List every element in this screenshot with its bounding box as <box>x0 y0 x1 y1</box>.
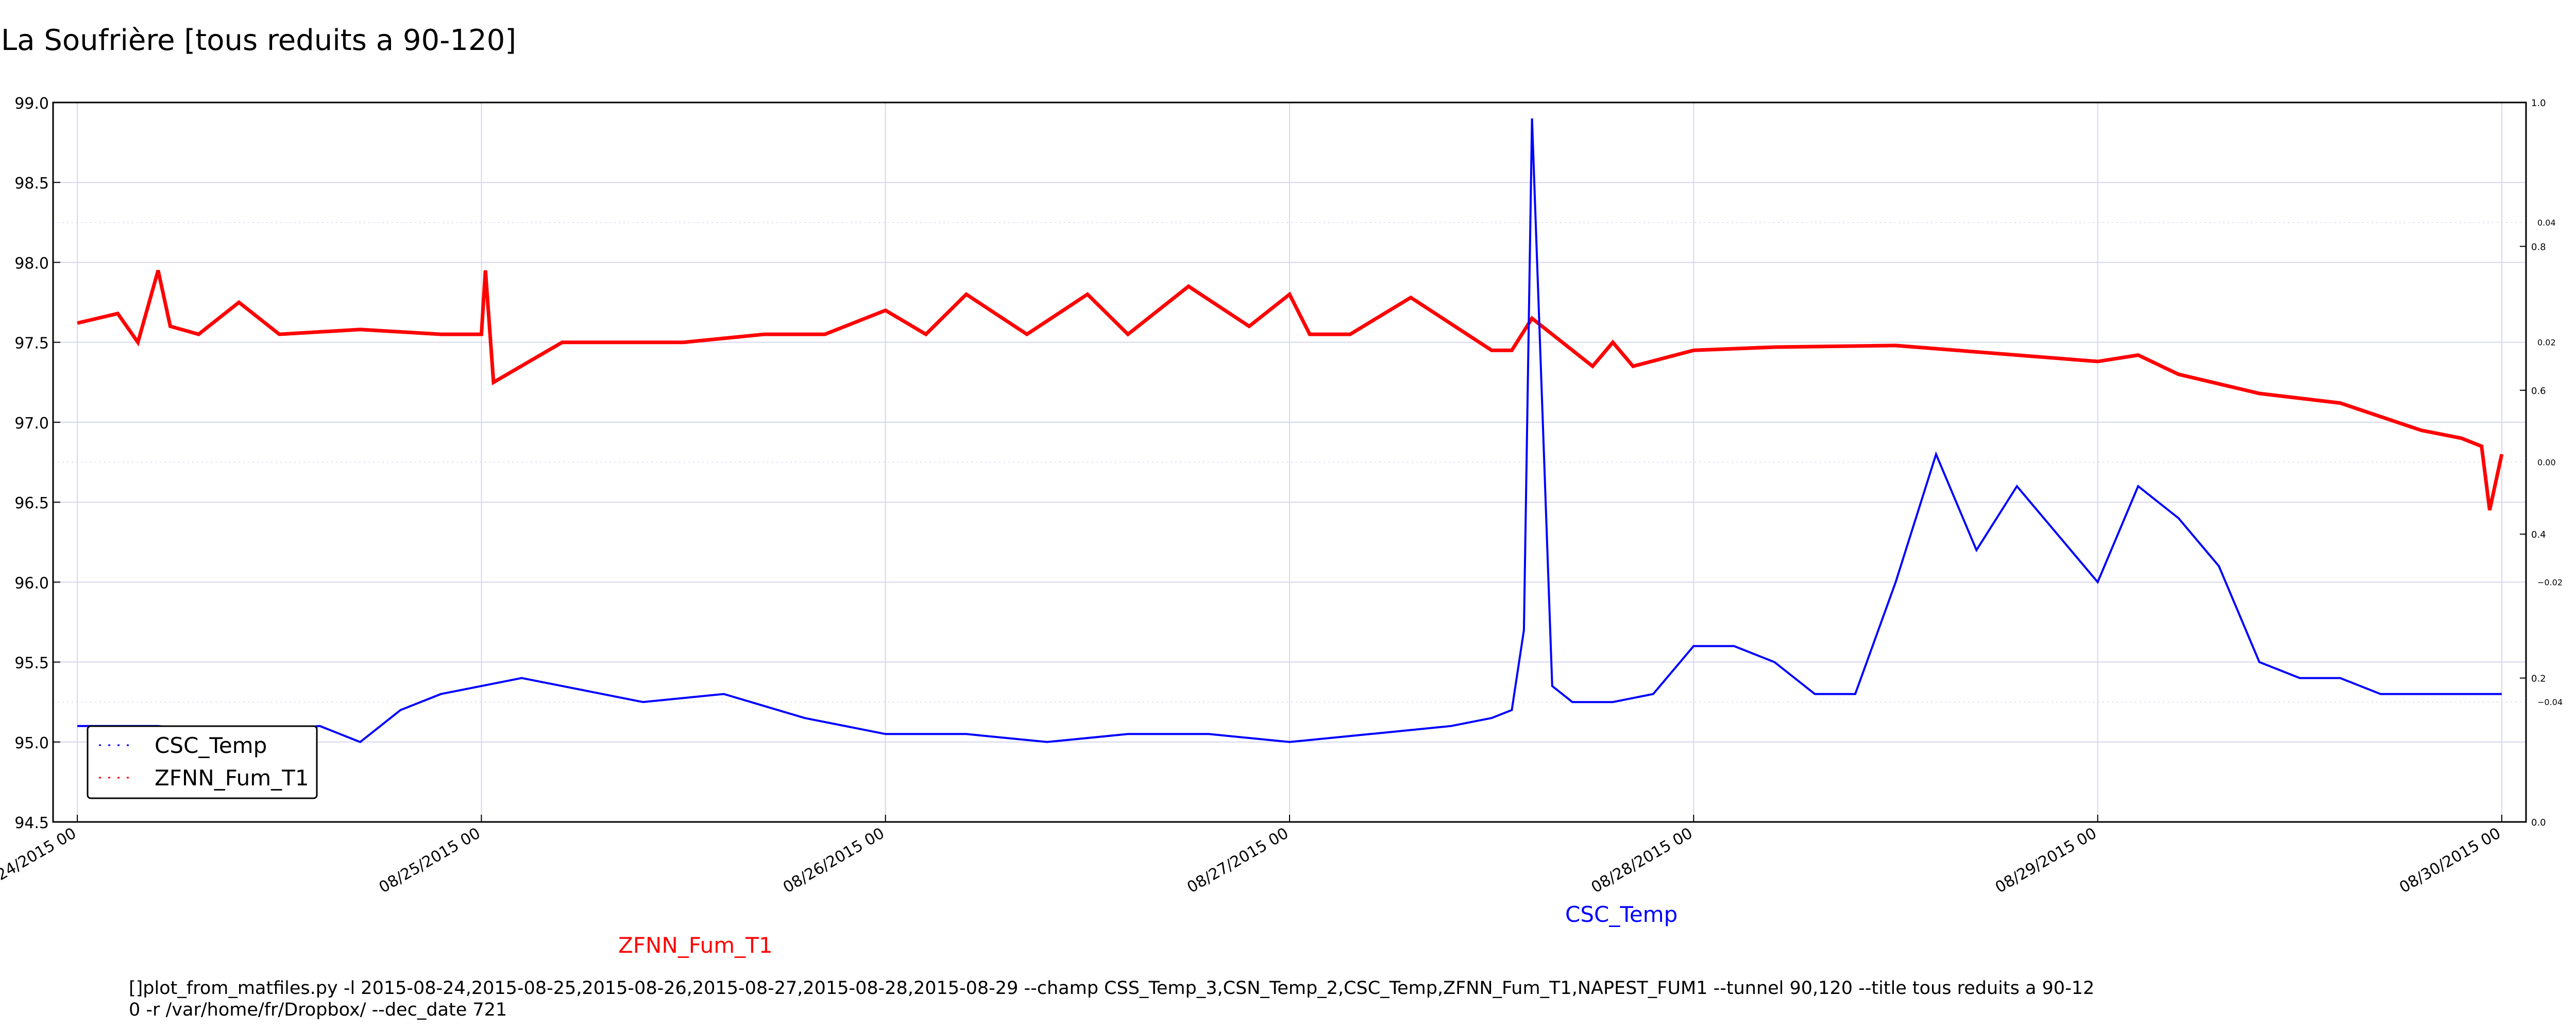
chart-title: La Soufrière [tous reduits a 90-120] <box>1 24 516 57</box>
legend-label-csc-temp: CSC_Temp <box>155 733 267 758</box>
x-tick-label: 08/24/2015 00 <box>0 825 79 897</box>
y-tick-label: 95.5 <box>14 655 49 673</box>
command-line-2: 0 -r /var/home/fr/Dropbox/ --dec_date 72… <box>129 1000 507 1020</box>
legend-label-zfnn-fum-t1: ZFNN_Fum_T1 <box>155 765 309 791</box>
y-tick-label: 99.0 <box>14 95 49 113</box>
annotation-zfnn-fum-t1: ZFNN_Fum_T1 <box>618 933 773 958</box>
grid-lines <box>53 102 2526 822</box>
y2-inner-tick-label: 0.00 <box>2537 458 2556 468</box>
y2-inner-tick-label: 0.04 <box>2537 218 2556 228</box>
x-tick-label: 08/30/2015 00 <box>2396 825 2504 897</box>
y-tick-label: 96.0 <box>14 574 49 592</box>
y-tick-label: 95.0 <box>14 734 49 752</box>
legend: CSC_Temp ZFNN_Fum_T1 <box>87 725 318 799</box>
secondary-y-axis: 0.0 0.2 0.4 0.6 0.8 1.0 −0.04 −0.02 0.00 0.02 0.04 <box>2520 98 2563 828</box>
x-tick-label: 08/28/2015 00 <box>1588 825 1696 897</box>
x-tick-label: 08/29/2015 00 <box>1992 825 2100 897</box>
y-tick-label: 98.0 <box>14 254 49 272</box>
x-tick-label: 08/27/2015 00 <box>1184 825 1292 897</box>
y2-tick-label: 0.6 <box>2531 386 2546 397</box>
y2-tick-label: 0.2 <box>2531 674 2546 684</box>
y2-tick-label: 0.8 <box>2531 242 2546 252</box>
y2-tick-label: 0.4 <box>2531 529 2546 540</box>
annotation-csc-temp: CSC_Temp <box>1565 902 1677 927</box>
series-line-zfnn-fum-t1 <box>77 270 2504 511</box>
y2-inner-tick-label: −0.04 <box>2537 697 2563 707</box>
x-tick-label: 08/26/2015 00 <box>780 825 888 897</box>
y2-inner-tick-label: 0.02 <box>2537 338 2556 348</box>
x-tick-label: 08/25/2015 00 <box>376 825 484 897</box>
y-axis: 94.5 95.0 95.5 96.0 96.5 97.0 97.5 98.0 98.5 99.0 <box>14 95 60 832</box>
y-tick-label: 98.5 <box>14 175 49 193</box>
y-tick-label: 94.5 <box>14 814 49 832</box>
y-tick-label: 97.5 <box>14 335 49 353</box>
y2-inner-tick-label: −0.02 <box>2537 577 2563 587</box>
x-axis: 08/24/2015 00 08/25/2015 00 08/26/2015 00 0… <box>0 815 2504 897</box>
command-line-1: []plot_from_matfiles.py -l 2015-08-24,20… <box>129 978 2094 999</box>
y-tick-label: 96.5 <box>14 494 49 512</box>
y-tick-label: 97.0 <box>14 415 49 433</box>
legend-box <box>87 725 318 799</box>
series-line-csc-temp <box>77 118 2502 744</box>
plot-lines <box>77 118 2504 744</box>
y2-tick-label: 1.0 <box>2531 98 2546 109</box>
y2-tick-label: 0.0 <box>2531 817 2546 828</box>
